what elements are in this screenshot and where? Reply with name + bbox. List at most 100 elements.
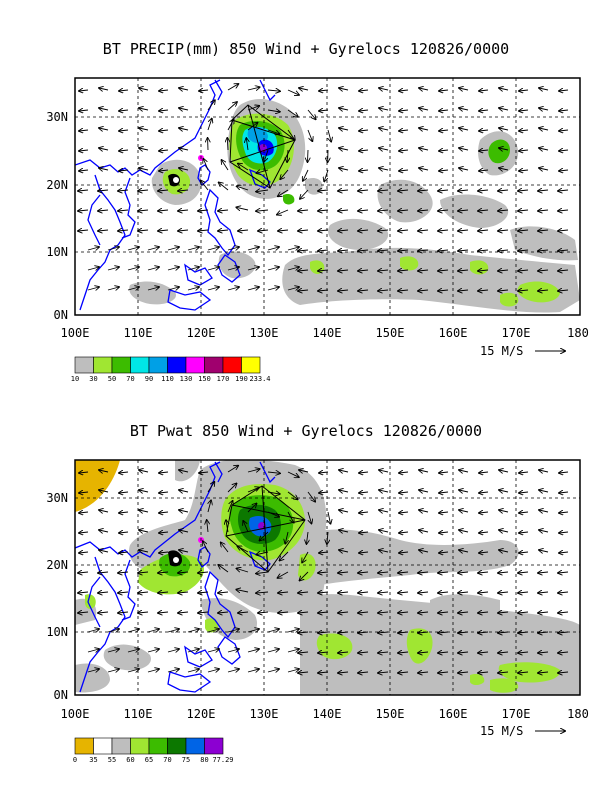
top-map-panel: 100E 110E 120E 130E 140E 150E 160E 170E …	[46, 77, 589, 383]
wind-arrow	[287, 247, 299, 250]
wind-arrow	[358, 190, 369, 191]
wind-arrow	[318, 290, 329, 291]
colorbar-swatch	[185, 737, 205, 755]
colorbar-swatch	[167, 737, 187, 755]
wind-arrow	[207, 100, 215, 111]
wind-arrow	[499, 108, 509, 110]
wind-arrow	[518, 190, 529, 191]
wind-arrow	[478, 190, 489, 191]
wind-arrow	[518, 290, 529, 291]
colorbar-swatch	[222, 356, 242, 374]
wind-arrow	[158, 612, 169, 613]
wind-arrow	[338, 210, 349, 211]
wind-arrow	[518, 652, 529, 653]
wind-arrow	[298, 290, 309, 291]
wind-arrow	[418, 612, 429, 613]
wind-arrow	[298, 250, 309, 251]
colorbar-label: 130	[180, 375, 193, 383]
wind-arrow	[438, 190, 449, 191]
wind-arrow	[167, 669, 179, 672]
wind-arrow	[519, 150, 529, 151]
colorbar-label: 0	[73, 756, 77, 764]
wind-arrow	[258, 612, 269, 613]
wind-arrow	[237, 569, 249, 573]
wind-arrow	[338, 592, 349, 593]
wind-arrow	[227, 138, 228, 151]
wind-arrow	[399, 512, 409, 513]
wind-arrow	[558, 592, 569, 593]
wind-arrow	[358, 290, 369, 291]
wind-arrow	[159, 110, 169, 111]
wind-arrow	[98, 210, 109, 211]
wind-arrow	[478, 672, 489, 673]
wind-arrow	[559, 150, 569, 151]
wind-arrow	[207, 649, 219, 652]
colorbar-swatch	[241, 356, 261, 374]
wind-arrow	[558, 632, 569, 633]
wind-arrow	[287, 267, 299, 270]
wind-arrow	[319, 90, 329, 91]
wind-arrow	[267, 669, 279, 672]
wind-arrow	[278, 230, 289, 231]
wind-arrow	[278, 612, 289, 613]
wind-arrow	[379, 148, 389, 150]
colorbar-swatch	[204, 356, 224, 374]
wind-arrow	[167, 287, 179, 290]
wind-arrow	[238, 164, 249, 171]
wind-arrow	[78, 612, 89, 613]
wind-arrow	[119, 512, 129, 513]
wind-arrow	[339, 470, 349, 472]
wind-arrow	[179, 490, 189, 492]
wind-arrow	[221, 160, 229, 171]
wind-arrow	[559, 492, 569, 493]
wind-arrow	[78, 572, 89, 573]
wind-arrow	[559, 170, 569, 171]
colorbar-label: 77.29	[212, 756, 233, 764]
wind-arrow	[439, 170, 449, 171]
wind-arrow	[519, 130, 529, 131]
wind-arrow	[478, 632, 489, 633]
wind-arrow	[298, 632, 309, 633]
wind-arrow	[418, 572, 429, 573]
wind-arrow	[419, 168, 429, 170]
wind-arrow	[307, 109, 316, 119]
wind-arrow	[499, 550, 509, 552]
wind-arrow	[539, 490, 549, 492]
wind-arrow	[479, 492, 489, 493]
wind-arrow	[147, 267, 159, 270]
wind-arrow	[99, 168, 109, 170]
top-x-tick: 170E	[502, 326, 531, 340]
wind-arrow	[218, 592, 229, 593]
wind-arrow	[139, 530, 149, 532]
wind-arrow	[99, 128, 109, 130]
bottom-gridlines	[75, 460, 580, 695]
wind-arrow	[99, 470, 109, 472]
wind-arrow	[107, 247, 119, 250]
wind-arrow	[139, 510, 149, 512]
wind-arrow	[256, 210, 269, 211]
wind-arrow	[459, 128, 469, 130]
wind-arrow	[178, 592, 189, 593]
wind-arrow	[459, 168, 469, 170]
wind-arrow	[207, 287, 219, 290]
wind-arrow	[439, 110, 449, 111]
wind-arrow	[498, 290, 509, 291]
wind-arrow	[439, 532, 449, 533]
wind-arrow	[418, 672, 429, 673]
wind-arrow	[498, 250, 509, 251]
wind-arrow	[264, 149, 269, 161]
wind-arrow	[119, 552, 129, 553]
wind-arrow	[359, 130, 369, 131]
wind-arrow	[287, 129, 295, 140]
wind-arrow	[87, 267, 99, 270]
wind-arrow	[518, 572, 529, 573]
wind-arrow	[418, 230, 429, 231]
bottom-x-tick: 150E	[376, 707, 405, 721]
wind-arrow	[159, 472, 169, 473]
wind-arrow	[118, 190, 129, 191]
wind-arrow	[287, 669, 299, 672]
wind-arrow	[260, 531, 269, 540]
wind-arrow	[318, 612, 329, 613]
wind-arrow	[359, 512, 369, 513]
wind-arrow	[139, 148, 149, 150]
